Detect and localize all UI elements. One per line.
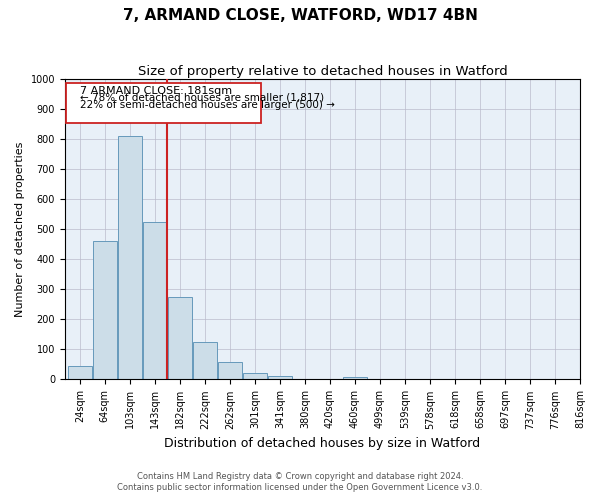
Y-axis label: Number of detached properties: Number of detached properties bbox=[15, 142, 25, 317]
Bar bbox=[143, 222, 167, 380]
Bar bbox=[167, 297, 192, 380]
Bar bbox=[92, 242, 117, 380]
Bar bbox=[118, 136, 142, 380]
Bar bbox=[343, 378, 367, 380]
Bar bbox=[218, 362, 242, 380]
FancyBboxPatch shape bbox=[66, 83, 261, 122]
Bar bbox=[68, 366, 92, 380]
Text: 7 ARMAND CLOSE: 181sqm: 7 ARMAND CLOSE: 181sqm bbox=[80, 86, 232, 96]
Text: 7, ARMAND CLOSE, WATFORD, WD17 4BN: 7, ARMAND CLOSE, WATFORD, WD17 4BN bbox=[122, 8, 478, 22]
Text: 22% of semi-detached houses are larger (500) →: 22% of semi-detached houses are larger (… bbox=[80, 100, 335, 110]
Text: Contains HM Land Registry data © Crown copyright and database right 2024.
Contai: Contains HM Land Registry data © Crown c… bbox=[118, 472, 482, 492]
Bar bbox=[193, 342, 217, 380]
Title: Size of property relative to detached houses in Watford: Size of property relative to detached ho… bbox=[137, 65, 507, 78]
Bar bbox=[268, 376, 292, 380]
Text: ← 78% of detached houses are smaller (1,817): ← 78% of detached houses are smaller (1,… bbox=[80, 92, 324, 102]
X-axis label: Distribution of detached houses by size in Watford: Distribution of detached houses by size … bbox=[164, 437, 481, 450]
Bar bbox=[242, 373, 267, 380]
